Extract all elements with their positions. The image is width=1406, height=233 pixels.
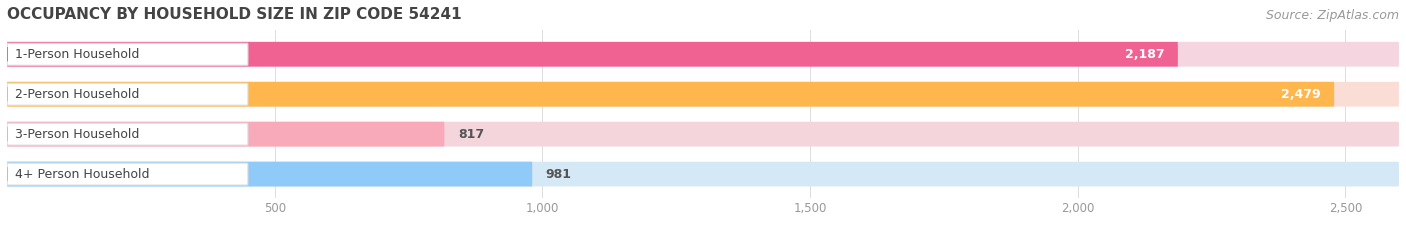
FancyBboxPatch shape (7, 122, 444, 147)
Text: 2,187: 2,187 (1125, 48, 1164, 61)
FancyBboxPatch shape (7, 163, 247, 185)
FancyBboxPatch shape (7, 82, 1334, 106)
FancyBboxPatch shape (7, 122, 1399, 147)
Text: Source: ZipAtlas.com: Source: ZipAtlas.com (1265, 9, 1399, 22)
FancyBboxPatch shape (7, 42, 1399, 67)
FancyBboxPatch shape (7, 82, 1399, 106)
FancyBboxPatch shape (7, 43, 247, 65)
FancyBboxPatch shape (7, 83, 247, 105)
FancyBboxPatch shape (7, 42, 1178, 67)
Text: 981: 981 (546, 168, 572, 181)
FancyBboxPatch shape (7, 162, 533, 186)
Text: 2,479: 2,479 (1281, 88, 1320, 101)
Text: 2-Person Household: 2-Person Household (15, 88, 139, 101)
Text: 4+ Person Household: 4+ Person Household (15, 168, 150, 181)
Text: OCCUPANCY BY HOUSEHOLD SIZE IN ZIP CODE 54241: OCCUPANCY BY HOUSEHOLD SIZE IN ZIP CODE … (7, 7, 461, 22)
Text: 1-Person Household: 1-Person Household (15, 48, 139, 61)
FancyBboxPatch shape (7, 123, 247, 145)
Text: 3-Person Household: 3-Person Household (15, 128, 139, 141)
Text: 817: 817 (458, 128, 484, 141)
FancyBboxPatch shape (7, 162, 1399, 186)
